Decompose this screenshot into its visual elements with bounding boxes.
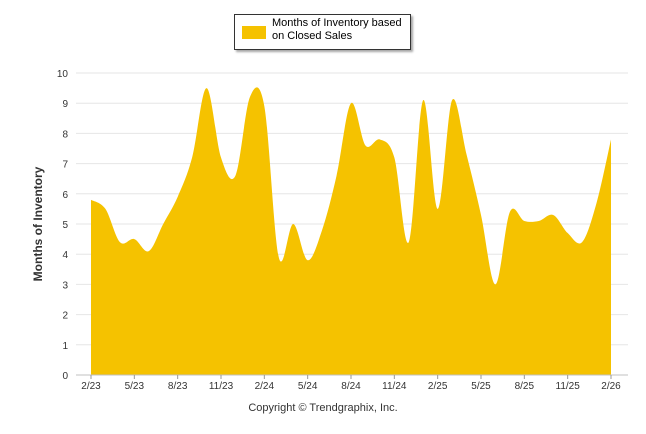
data-point[interactable] — [609, 137, 613, 141]
copyright-footer: Copyright © Trendgraphix, Inc. — [248, 402, 398, 414]
data-point[interactable] — [118, 240, 122, 244]
y-tick-label: 0 — [62, 371, 68, 382]
data-point[interactable] — [176, 195, 180, 199]
y-tick-label: 1 — [62, 341, 68, 352]
data-point[interactable] — [262, 104, 266, 108]
y-tick-label: 7 — [62, 160, 68, 171]
y-tick-label: 10 — [57, 69, 69, 80]
data-point[interactable] — [277, 255, 281, 259]
x-tick-label: 5/25 — [471, 381, 491, 392]
data-point[interactable] — [320, 228, 324, 232]
data-point[interactable] — [566, 231, 570, 235]
x-tick-label: 5/24 — [298, 381, 318, 392]
data-point[interactable] — [465, 153, 469, 157]
data-point[interactable] — [132, 237, 136, 241]
data-point[interactable] — [537, 219, 541, 223]
y-axis-ticks: 0 1 2 3 4 5 6 7 8 9 10 — [57, 69, 69, 382]
data-point[interactable] — [363, 143, 367, 147]
y-tick-label: 9 — [62, 99, 68, 110]
data-point[interactable] — [595, 201, 599, 205]
y-tick-label: 3 — [62, 280, 68, 291]
y-tick-label: 4 — [62, 250, 68, 261]
y-tick-label: 6 — [62, 190, 68, 201]
data-point[interactable] — [161, 222, 165, 226]
data-point[interactable] — [248, 95, 252, 99]
x-tick-label: 11/24 — [382, 381, 407, 392]
x-tick-label: 8/23 — [168, 381, 188, 392]
x-axis-ticks: 2/23 5/23 8/23 11/23 2/24 5/24 8/24 11/24 2/25 5/… — [76, 374, 628, 392]
data-point[interactable] — [378, 137, 382, 141]
data-point[interactable] — [522, 219, 526, 223]
data-point[interactable] — [219, 156, 223, 160]
data-point[interactable] — [306, 258, 310, 262]
data-point[interactable] — [407, 240, 411, 244]
series-area-path — [91, 87, 611, 375]
x-tick-label: 2/23 — [81, 381, 101, 392]
data-point[interactable] — [147, 249, 151, 253]
data-point[interactable] — [291, 222, 295, 226]
data-point[interactable] — [335, 174, 339, 178]
x-tick-label: 8/25 — [515, 381, 535, 392]
data-point[interactable] — [349, 101, 353, 105]
data-point[interactable] — [551, 213, 555, 217]
data-point[interactable] — [580, 240, 584, 244]
data-point[interactable] — [103, 207, 107, 211]
x-tick-label: 11/23 — [209, 381, 234, 392]
data-point[interactable] — [479, 213, 483, 217]
y-tick-label: 8 — [62, 129, 68, 140]
x-tick-label: 5/23 — [125, 381, 145, 392]
data-point[interactable] — [508, 210, 512, 214]
series-area — [89, 86, 613, 375]
data-point[interactable] — [89, 198, 93, 202]
data-point[interactable] — [436, 207, 440, 211]
legend[interactable]: Months of Inventory based on Closed Sale… — [234, 14, 411, 50]
data-point[interactable] — [392, 156, 396, 160]
data-point[interactable] — [205, 86, 209, 90]
y-tick-label: 5 — [62, 220, 68, 231]
x-tick-label: 11/25 — [556, 381, 581, 392]
data-point[interactable] — [233, 174, 237, 178]
y-axis-label: Months of Inventory — [31, 166, 45, 281]
data-point[interactable] — [493, 282, 497, 286]
legend-swatch — [242, 26, 266, 39]
x-tick-label: 2/25 — [428, 381, 448, 392]
data-point[interactable] — [450, 98, 454, 102]
data-point[interactable] — [190, 156, 194, 160]
data-point[interactable] — [421, 98, 425, 102]
x-tick-label: 8/24 — [341, 381, 361, 392]
legend-label: Months of Inventory based on Closed Sale… — [272, 17, 402, 42]
y-tick-label: 2 — [62, 311, 68, 322]
x-tick-label: 2/24 — [255, 381, 275, 392]
x-tick-label: 2/26 — [601, 381, 621, 392]
